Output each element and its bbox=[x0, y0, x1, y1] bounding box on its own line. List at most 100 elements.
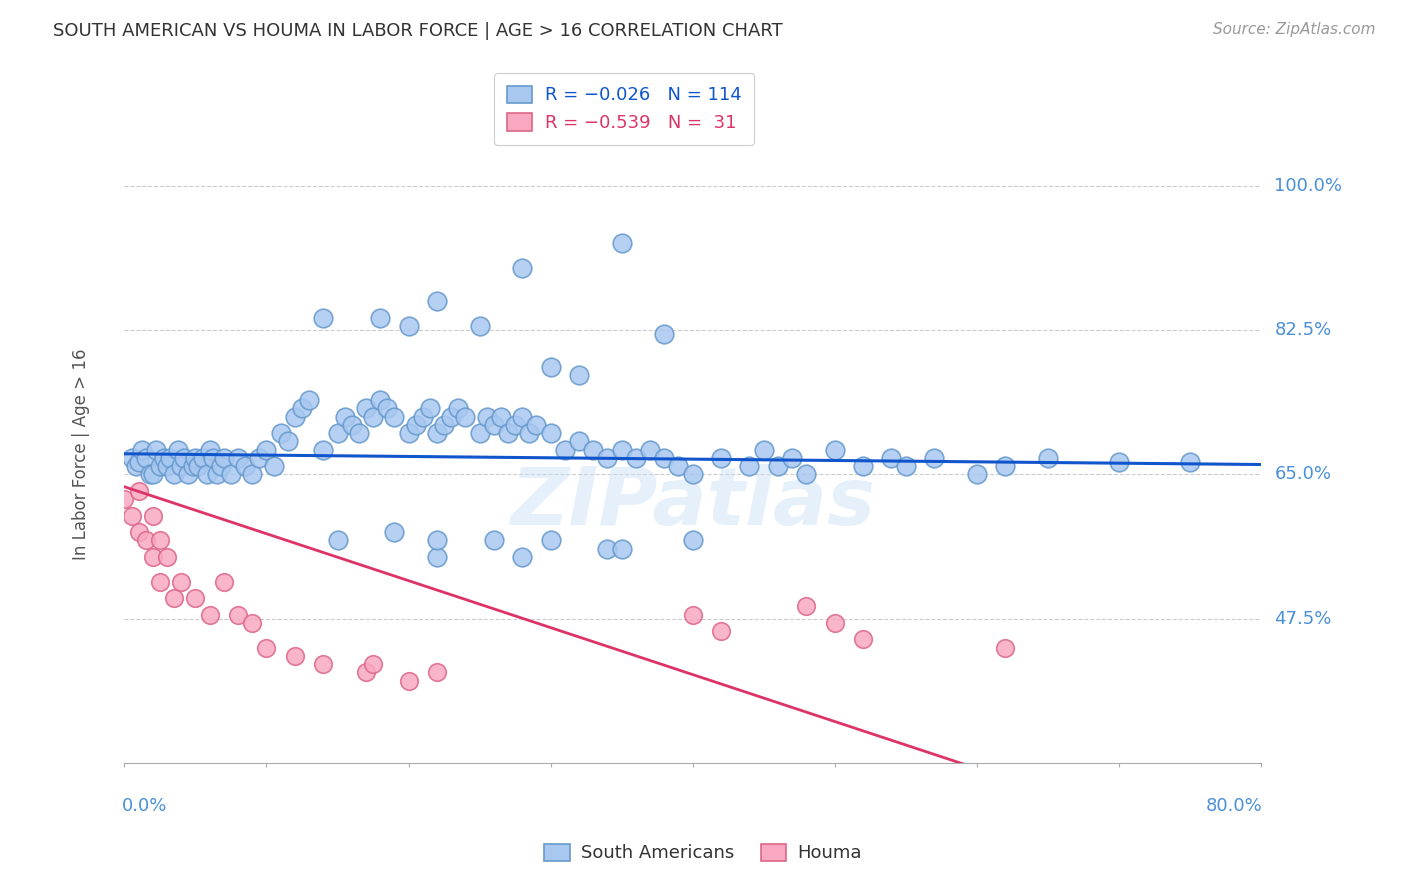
Point bbox=[638, 442, 661, 457]
Point bbox=[610, 541, 633, 556]
Point bbox=[226, 607, 249, 622]
Point bbox=[652, 450, 675, 465]
Point bbox=[191, 450, 214, 465]
Legend: R = −0.026   N = 114, R = −0.539   N =  31: R = −0.026 N = 114, R = −0.539 N = 31 bbox=[495, 73, 755, 145]
Point bbox=[426, 665, 449, 680]
Point bbox=[128, 455, 150, 469]
Point bbox=[256, 640, 278, 655]
Point bbox=[582, 442, 605, 457]
Point bbox=[263, 459, 285, 474]
Point bbox=[128, 525, 150, 540]
Point bbox=[554, 442, 576, 457]
Point bbox=[517, 426, 540, 441]
Point bbox=[354, 665, 377, 680]
Point bbox=[173, 450, 195, 465]
Point bbox=[682, 533, 704, 548]
Point bbox=[326, 533, 349, 548]
Point bbox=[412, 409, 434, 424]
Point bbox=[149, 574, 172, 589]
Point bbox=[284, 648, 307, 663]
Point bbox=[398, 318, 420, 333]
Point bbox=[198, 607, 221, 622]
Point bbox=[794, 467, 817, 482]
Point bbox=[354, 401, 377, 416]
Point bbox=[540, 426, 562, 441]
Point bbox=[994, 640, 1017, 655]
Point bbox=[212, 574, 235, 589]
Point bbox=[610, 236, 633, 251]
Point bbox=[568, 434, 591, 449]
Point bbox=[333, 409, 356, 424]
Point bbox=[652, 327, 675, 342]
Point bbox=[201, 450, 224, 465]
Point bbox=[226, 450, 249, 465]
Point bbox=[139, 467, 162, 482]
Point bbox=[149, 459, 172, 474]
Text: SOUTH AMERICAN VS HOUMA IN LABOR FORCE | AGE > 16 CORRELATION CHART: SOUTH AMERICAN VS HOUMA IN LABOR FORCE |… bbox=[53, 22, 783, 40]
Point bbox=[156, 549, 179, 564]
Point bbox=[610, 442, 633, 457]
Point bbox=[233, 459, 256, 474]
Point bbox=[447, 401, 470, 416]
Text: 47.5%: 47.5% bbox=[1274, 610, 1331, 628]
Point bbox=[524, 417, 547, 432]
Point bbox=[209, 459, 232, 474]
Text: 0.0%: 0.0% bbox=[122, 797, 167, 815]
Point bbox=[780, 450, 803, 465]
Point bbox=[375, 401, 398, 416]
Point bbox=[361, 409, 384, 424]
Point bbox=[540, 533, 562, 548]
Point bbox=[219, 467, 242, 482]
Point bbox=[198, 442, 221, 457]
Point bbox=[426, 549, 449, 564]
Point bbox=[114, 492, 136, 507]
Point bbox=[170, 574, 193, 589]
Legend: South Americans, Houma: South Americans, Houma bbox=[537, 837, 869, 870]
Point bbox=[177, 467, 200, 482]
Point bbox=[247, 450, 270, 465]
Point bbox=[181, 459, 204, 474]
Point bbox=[135, 533, 157, 548]
Point bbox=[510, 261, 533, 276]
Point bbox=[682, 607, 704, 622]
Point bbox=[184, 450, 207, 465]
Point bbox=[398, 673, 420, 688]
Point bbox=[454, 409, 477, 424]
Point bbox=[510, 409, 533, 424]
Point bbox=[195, 467, 218, 482]
Point bbox=[340, 417, 363, 432]
Point bbox=[156, 459, 179, 474]
Point bbox=[540, 360, 562, 375]
Point bbox=[368, 310, 391, 325]
Point bbox=[624, 450, 647, 465]
Point bbox=[426, 533, 449, 548]
Point bbox=[710, 624, 733, 639]
Point bbox=[568, 368, 591, 383]
Point bbox=[426, 294, 449, 309]
Point bbox=[503, 417, 526, 432]
Point bbox=[240, 615, 263, 630]
Point bbox=[121, 508, 143, 523]
Point bbox=[468, 426, 491, 441]
Point bbox=[482, 533, 505, 548]
Point bbox=[1178, 455, 1201, 469]
Point bbox=[922, 450, 945, 465]
Point bbox=[752, 442, 775, 457]
Point bbox=[240, 467, 263, 482]
Point bbox=[852, 459, 875, 474]
Point bbox=[489, 409, 512, 424]
Point bbox=[312, 442, 335, 457]
Point bbox=[482, 417, 505, 432]
Point bbox=[326, 426, 349, 441]
Point bbox=[824, 442, 846, 457]
Point bbox=[682, 467, 704, 482]
Point bbox=[312, 657, 335, 672]
Point bbox=[298, 393, 321, 408]
Point bbox=[433, 417, 456, 432]
Point bbox=[163, 591, 186, 606]
Point bbox=[149, 533, 172, 548]
Point bbox=[880, 450, 903, 465]
Point bbox=[710, 450, 733, 465]
Point bbox=[256, 442, 278, 457]
Point bbox=[312, 310, 335, 325]
